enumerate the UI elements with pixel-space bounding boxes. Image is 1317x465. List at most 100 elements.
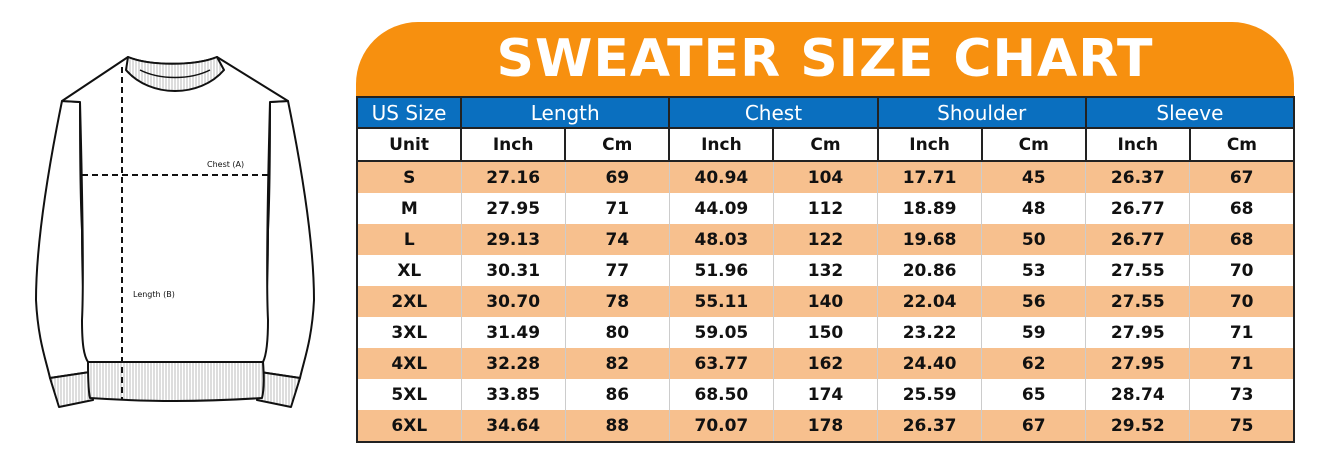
size-table: US Size Length Chest Shoulder Sleeve Uni…: [355, 96, 1296, 443]
value-cell: 19.68: [877, 224, 983, 255]
value-cell: 178: [772, 410, 879, 443]
value-cell: 51.96: [668, 255, 774, 286]
value-cell: 31.49: [460, 317, 566, 348]
table-row: 2XL 30.70 78 55.11 140 22.04 56 27.55 70: [355, 286, 1296, 317]
value-cell: 27.95: [1085, 348, 1191, 379]
table-row: XL 30.31 77 51.96 132 20.86 53 27.55 70: [355, 255, 1296, 286]
value-cell: 30.70: [460, 286, 566, 317]
value-cell: 59: [981, 317, 1087, 348]
value-cell: 71: [1189, 348, 1296, 379]
unit-header: Unit: [355, 127, 463, 162]
value-cell: 62: [981, 348, 1087, 379]
value-cell: 26.37: [877, 410, 983, 443]
table-row: 5XL 33.85 86 68.50 174 25.59 65 28.74 73: [355, 379, 1296, 410]
table-row: 4XL 32.28 82 63.77 162 24.40 62 27.95 71: [355, 348, 1296, 379]
value-cell: 20.86: [877, 255, 983, 286]
value-cell: 33.85: [460, 379, 566, 410]
value-cell: 34.64: [460, 410, 566, 443]
value-cell: 75: [1189, 410, 1296, 443]
value-cell: 122: [772, 224, 879, 255]
value-cell: 67: [1189, 161, 1296, 193]
size-cell: M: [355, 193, 462, 224]
size-cell: 5XL: [355, 379, 462, 410]
table-row: S 27.16 69 40.94 104 17.71 45 26.37 67: [355, 161, 1296, 193]
unit-header: Inch: [876, 127, 983, 162]
value-cell: 71: [1189, 317, 1296, 348]
value-cell: 32.28: [460, 348, 566, 379]
value-cell: 27.16: [460, 161, 566, 193]
table-row: L 29.13 74 48.03 122 19.68 50 26.77 68: [355, 224, 1296, 255]
unit-header: Inch: [668, 127, 775, 162]
value-cell: 48: [981, 193, 1087, 224]
size-cell: 6XL: [355, 410, 462, 443]
value-cell: 132: [772, 255, 879, 286]
size-cell: 2XL: [355, 286, 462, 317]
value-cell: 162: [772, 348, 879, 379]
value-cell: 23.22: [877, 317, 983, 348]
header-length: Length: [460, 96, 671, 129]
value-cell: 70: [1189, 286, 1296, 317]
length-label: Length (B): [133, 290, 175, 299]
value-cell: 73: [1189, 379, 1296, 410]
value-cell: 150: [772, 317, 879, 348]
size-cell: S: [355, 161, 462, 193]
value-cell: 29.13: [460, 224, 566, 255]
value-cell: 25.59: [877, 379, 983, 410]
value-cell: 55.11: [668, 286, 774, 317]
unit-header: Cm: [564, 127, 671, 162]
value-cell: 22.04: [877, 286, 983, 317]
size-cell: 4XL: [355, 348, 462, 379]
value-cell: 26.37: [1085, 161, 1191, 193]
value-cell: 70.07: [668, 410, 774, 443]
unit-header: Inch: [1084, 127, 1191, 162]
table-row: M 27.95 71 44.09 112 18.89 48 26.77 68: [355, 193, 1296, 224]
header-chest: Chest: [668, 96, 879, 129]
unit-header: Inch: [460, 127, 567, 162]
size-cell: L: [355, 224, 462, 255]
value-cell: 80: [564, 317, 670, 348]
value-cell: 86: [564, 379, 670, 410]
value-cell: 74: [564, 224, 670, 255]
value-cell: 69: [564, 161, 670, 193]
value-cell: 26.77: [1085, 224, 1191, 255]
value-cell: 65: [981, 379, 1087, 410]
value-cell: 29.52: [1085, 410, 1191, 443]
value-cell: 56: [981, 286, 1087, 317]
value-cell: 28.74: [1085, 379, 1191, 410]
value-cell: 63.77: [668, 348, 774, 379]
value-cell: 27.95: [460, 193, 566, 224]
size-cell: 3XL: [355, 317, 462, 348]
unit-header: Cm: [980, 127, 1087, 162]
value-cell: 70: [1189, 255, 1296, 286]
value-cell: 24.40: [877, 348, 983, 379]
chart-title: SWEATER SIZE CHART: [496, 29, 1154, 89]
value-cell: 68: [1189, 193, 1296, 224]
value-cell: 67: [981, 410, 1087, 443]
header-sleeve: Sleeve: [1084, 96, 1296, 129]
value-cell: 18.89: [877, 193, 983, 224]
value-cell: 27.95: [1085, 317, 1191, 348]
value-cell: 78: [564, 286, 670, 317]
header-us-size: US Size: [355, 96, 463, 129]
table-row: 3XL 31.49 80 59.05 150 23.22 59 27.95 71: [355, 317, 1296, 348]
value-cell: 88: [564, 410, 670, 443]
sweater-diagram: Chest (A) Length (B): [35, 56, 315, 408]
value-cell: 30.31: [460, 255, 566, 286]
value-cell: 44.09: [668, 193, 774, 224]
value-cell: 27.55: [1085, 286, 1191, 317]
value-cell: 77: [564, 255, 670, 286]
value-cell: 27.55: [1085, 255, 1191, 286]
value-cell: 174: [772, 379, 879, 410]
title-banner: SWEATER SIZE CHART: [356, 22, 1294, 96]
header-shoulder: Shoulder: [876, 96, 1087, 129]
value-cell: 53: [981, 255, 1087, 286]
value-cell: 50: [981, 224, 1087, 255]
value-cell: 68.50: [668, 379, 774, 410]
value-cell: 140: [772, 286, 879, 317]
chest-label: Chest (A): [207, 160, 244, 169]
value-cell: 68: [1189, 224, 1296, 255]
value-cell: 48.03: [668, 224, 774, 255]
table-row: 6XL 34.64 88 70.07 178 26.37 67 29.52 75: [355, 410, 1296, 443]
value-cell: 17.71: [877, 161, 983, 193]
value-cell: 40.94: [668, 161, 774, 193]
